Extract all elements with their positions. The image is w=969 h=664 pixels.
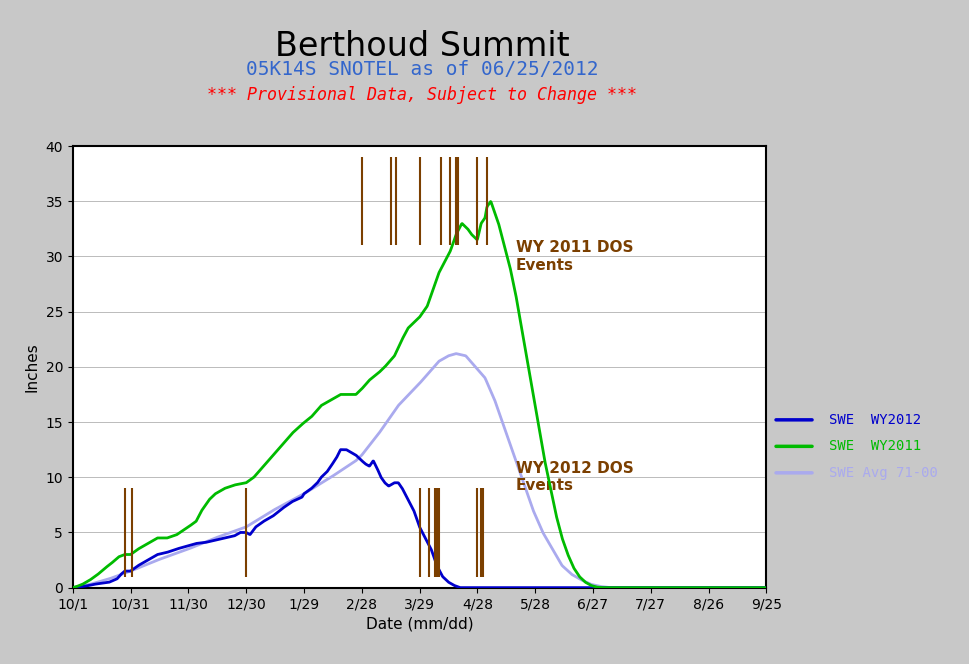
Text: Berthoud Summit: Berthoud Summit	[274, 30, 569, 63]
X-axis label: Date (mm/dd): Date (mm/dd)	[365, 617, 473, 632]
Text: *** Provisional Data, Subject to Change ***: *** Provisional Data, Subject to Change …	[206, 86, 637, 104]
Text: WY 2011 DOS
Events: WY 2011 DOS Events	[516, 240, 633, 273]
Text: 05K14S SNOTEL as of 06/25/2012: 05K14S SNOTEL as of 06/25/2012	[245, 60, 598, 79]
Text: SWE Avg 71-00: SWE Avg 71-00	[828, 466, 937, 480]
Y-axis label: Inches: Inches	[25, 342, 40, 392]
Text: SWE  WY2012: SWE WY2012	[828, 413, 920, 427]
Text: WY 2012 DOS
Events: WY 2012 DOS Events	[516, 461, 633, 493]
Text: SWE  WY2011: SWE WY2011	[828, 440, 920, 454]
